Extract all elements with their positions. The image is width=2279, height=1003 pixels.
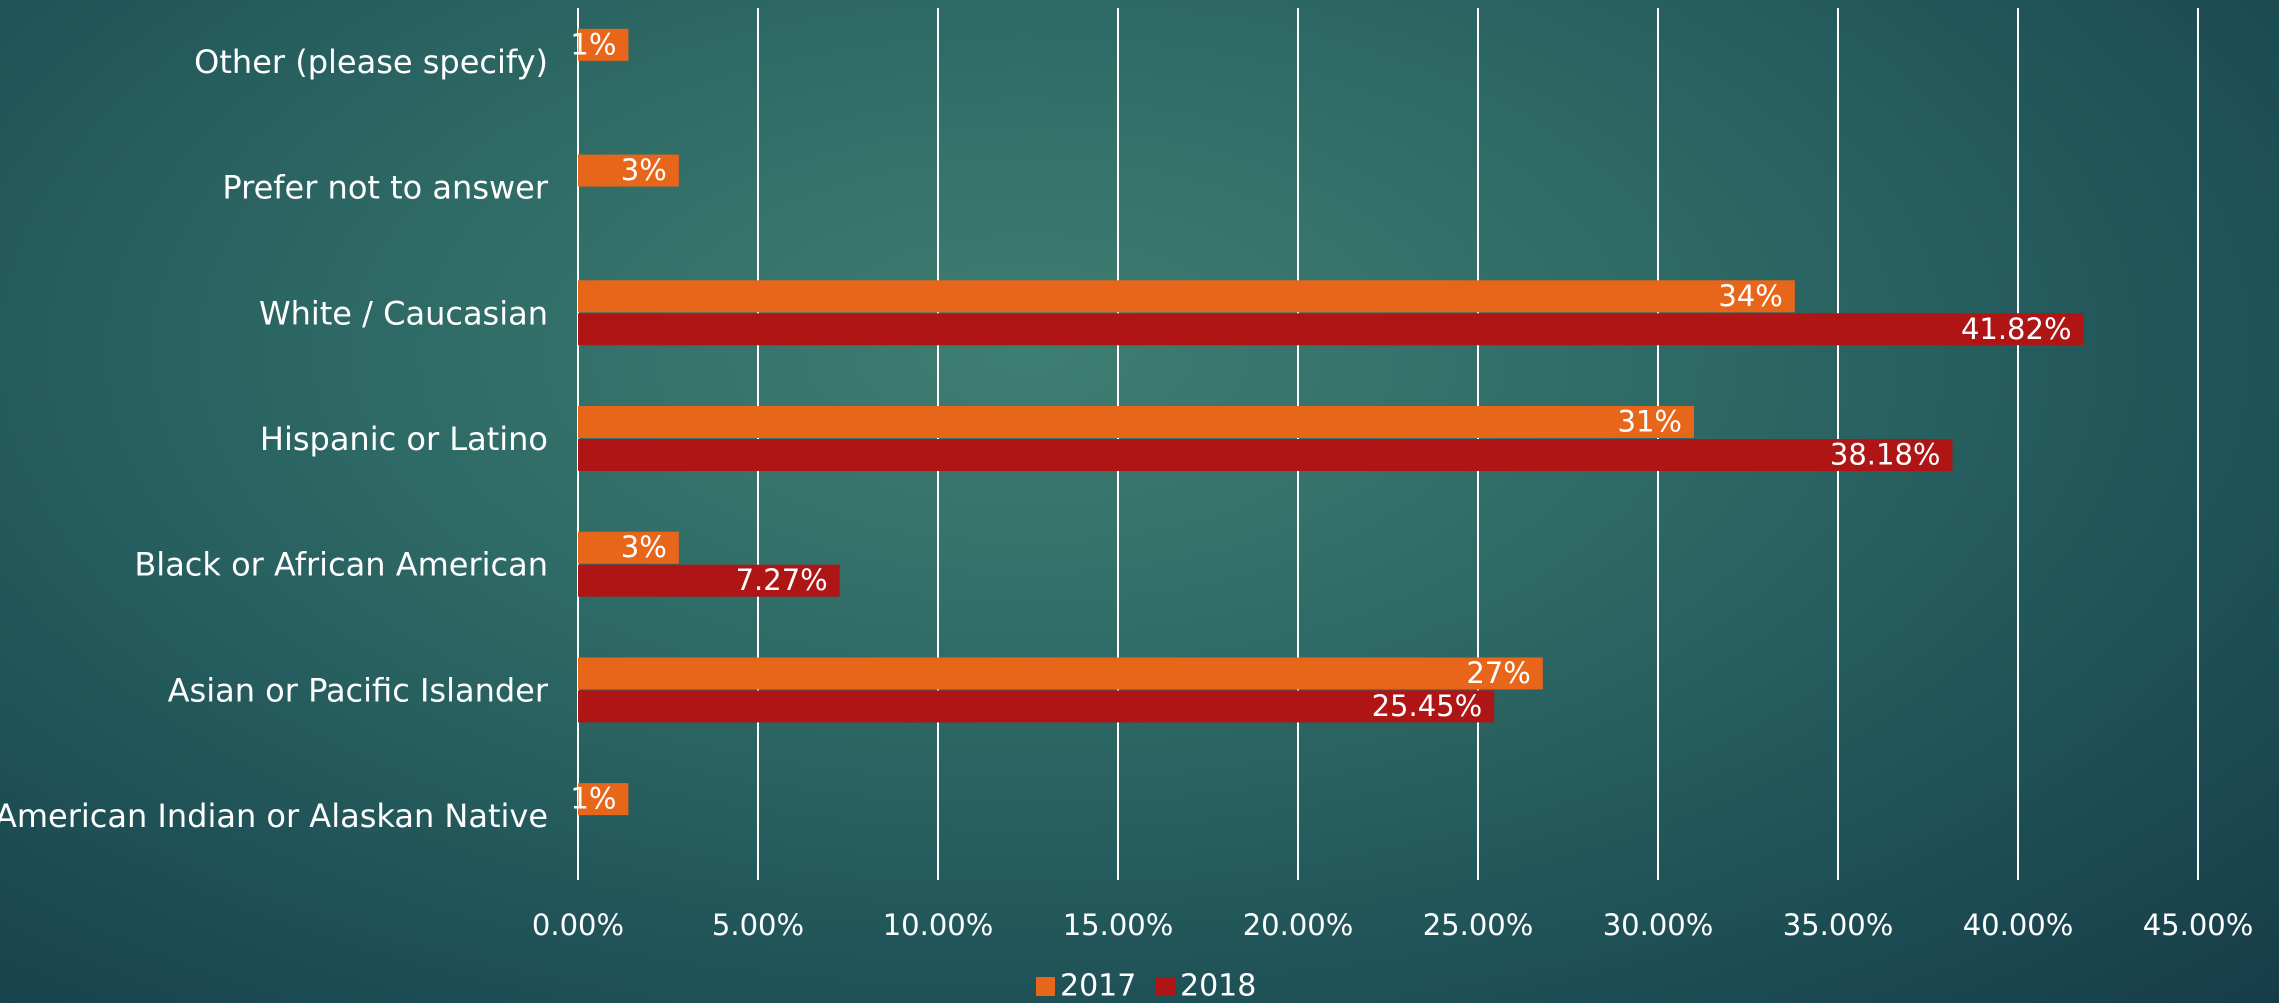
x-tick-label: 35.00% (1783, 908, 1894, 942)
bar-value-label: 7.27% (736, 563, 828, 597)
bar-2018 (578, 690, 1495, 723)
bar-2017 (578, 28, 629, 61)
bar-value-label: 1% (570, 27, 616, 61)
bar-value-label: 1% (570, 782, 616, 816)
bar-value-label: 25.45% (1372, 689, 1483, 723)
category-label: Asian or Pacific Islander (168, 671, 549, 709)
bar-2018 (578, 313, 2084, 346)
bar-value-label: 31% (1618, 405, 1682, 439)
bar-value-label: 3% (621, 530, 667, 564)
bar-2017 (578, 531, 679, 564)
x-tick-label: 15.00% (1063, 908, 1174, 942)
category-label: Hispanic or Latino (260, 420, 548, 458)
bar-value-label: 27% (1466, 656, 1530, 690)
bar-2017 (578, 657, 1543, 690)
category-label: Black or African American (134, 546, 548, 584)
bar-value-label: 41.82% (1961, 312, 2072, 346)
category-label: Prefer not to answer (222, 169, 548, 207)
legend-label: 2017 (1060, 969, 1136, 1003)
category-label: White / Caucasian (259, 294, 548, 332)
bar-2018 (578, 439, 1953, 471)
bar-2018 (578, 564, 840, 597)
category-labels: Other (please specify) Prefer not to answ… (0, 43, 549, 835)
legend: 2017 2018 (1036, 969, 1256, 1003)
x-tick-label: 30.00% (1603, 908, 1714, 942)
x-tick-label: 20.00% (1243, 908, 1354, 942)
bar-2017 (578, 280, 1795, 313)
x-tick-label: 40.00% (1963, 908, 2074, 942)
bar-labels: 1% 3% 34% 41.82% 31% 38.18% 3% 7.27% 27%25.45% 1% (570, 27, 2071, 815)
category-label: American Indian or Alaskan Native (0, 797, 548, 835)
bar-value-label: 34% (1718, 279, 1782, 313)
x-tick-label: 0.00% (532, 908, 624, 942)
legend-swatch (1036, 977, 1055, 996)
bar-value-label: 38.18% (1830, 438, 1941, 472)
x-tick-label: 5.00% (712, 908, 804, 942)
bars (578, 28, 2084, 816)
bar-2017 (578, 783, 629, 816)
bar-2017 (578, 154, 679, 187)
legend-label: 2018 (1180, 969, 1256, 1003)
x-tick-label: 25.00% (1423, 908, 1534, 942)
x-axis: 0.00% 5.00% 10.00% 15.00% 20.00% 25.00% 30.00%… (532, 908, 2253, 942)
x-tick-label: 45.00% (2143, 908, 2254, 942)
category-label: Other (please specify) (194, 43, 548, 81)
bar-2017 (578, 406, 1694, 438)
legend-swatch (1156, 977, 1175, 996)
x-tick-label: 10.00% (883, 908, 994, 942)
bar-value-label: 3% (621, 153, 667, 187)
